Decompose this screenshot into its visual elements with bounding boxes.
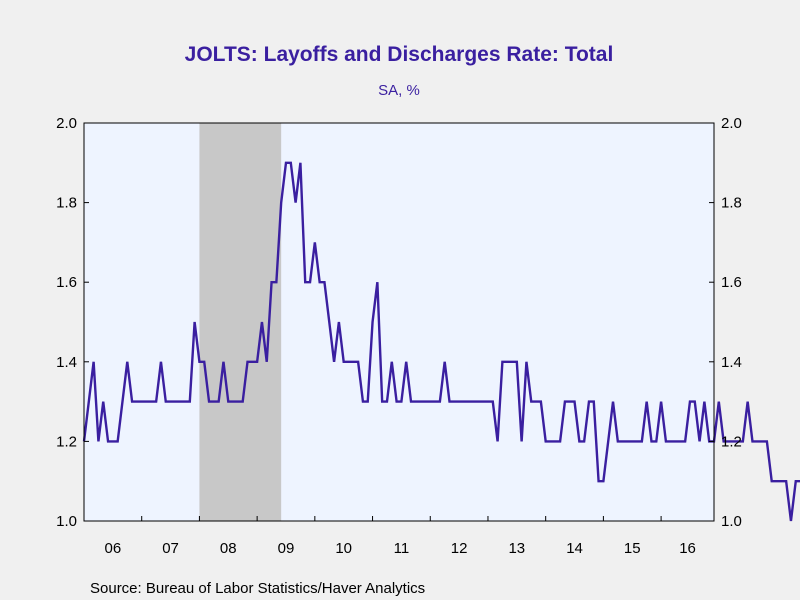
x-tick-label: 12 bbox=[451, 540, 468, 557]
x-tick-label: 10 bbox=[335, 540, 352, 557]
x-tick-label: 07 bbox=[162, 540, 179, 557]
y-tick-label-left: 2.0 bbox=[56, 115, 77, 132]
series-line-0 bbox=[82, 161, 800, 522]
y-tick-label-right: 2.0 bbox=[721, 115, 742, 132]
y-tick-label-left: 1.6 bbox=[56, 274, 77, 291]
plot-area bbox=[84, 123, 714, 521]
y-tick-label-left: 1.0 bbox=[56, 513, 77, 530]
y-tick-label-left: 1.8 bbox=[56, 195, 77, 212]
x-tick-label: 06 bbox=[105, 540, 122, 557]
chart-subtitle: SA, % bbox=[378, 82, 420, 99]
x-tick-label: 16 bbox=[679, 540, 696, 557]
y-tick-label-right: 1.0 bbox=[721, 513, 742, 530]
x-tick-label: 09 bbox=[278, 540, 295, 557]
chart-title: JOLTS: Layoffs and Discharges Rate: Tota… bbox=[185, 43, 614, 66]
chart-source: Source: Bureau of Labor Statistics/Haver… bbox=[90, 580, 425, 597]
y-tick-label-right: 1.6 bbox=[721, 274, 742, 291]
x-tick-label: 11 bbox=[394, 540, 410, 557]
recession-band bbox=[199, 123, 282, 521]
x-tick-label: 14 bbox=[566, 540, 583, 557]
x-tick-label: 08 bbox=[220, 540, 237, 557]
y-tick-label-right: 1.2 bbox=[721, 433, 742, 450]
x-tick-label: 13 bbox=[508, 540, 525, 557]
y-tick-label-left: 1.2 bbox=[56, 433, 77, 450]
plot-frame bbox=[83, 122, 715, 522]
x-tick-label: 15 bbox=[624, 540, 641, 557]
y-tick-label-right: 1.8 bbox=[721, 195, 742, 212]
y-tick-label-left: 1.4 bbox=[56, 354, 77, 371]
y-tick-label-right: 1.4 bbox=[721, 354, 742, 371]
